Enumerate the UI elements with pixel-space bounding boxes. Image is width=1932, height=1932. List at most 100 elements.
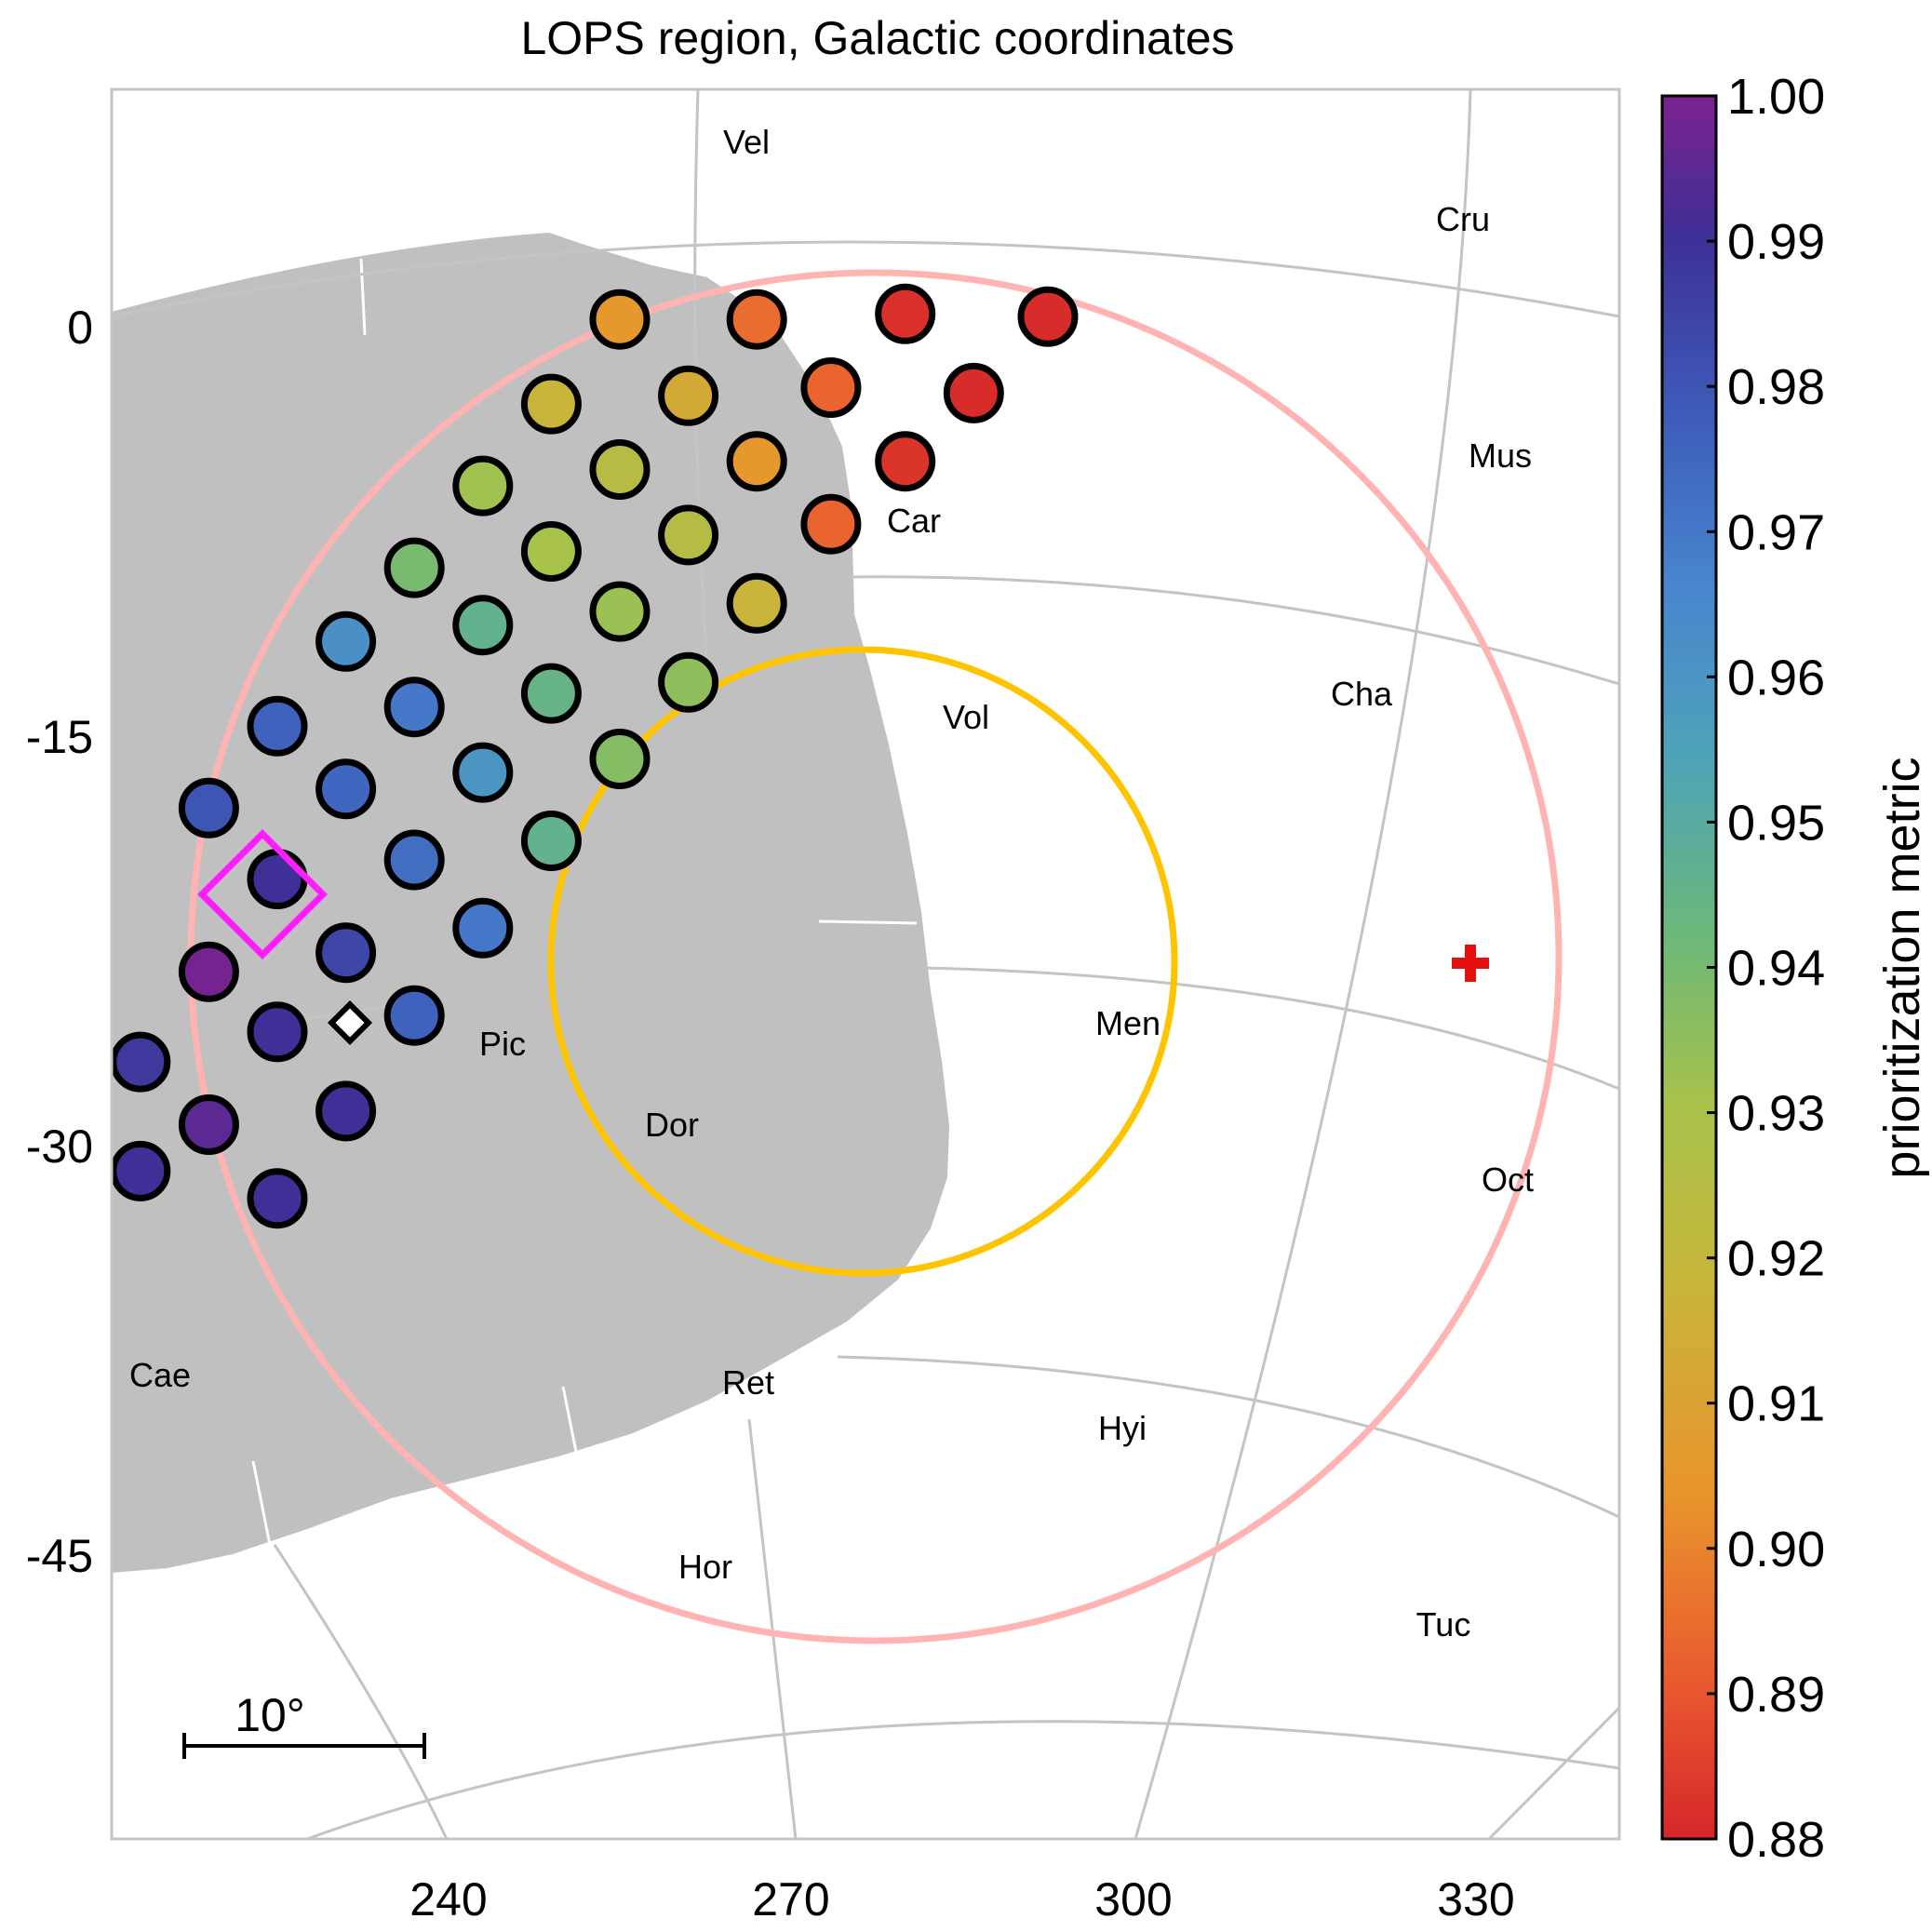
field-point-37 <box>112 1031 171 1093</box>
field-point-28 <box>178 777 239 839</box>
field-point-23 <box>520 663 582 724</box>
field-point-15 <box>658 504 719 566</box>
field-point-18 <box>452 595 514 656</box>
field-point-38 <box>178 1094 239 1155</box>
constellation-label-cha: Cha <box>1331 675 1393 713</box>
graticule-lat-60 <box>306 1720 1619 1839</box>
constellation-label-cae: Cae <box>129 1356 191 1394</box>
field-point-26 <box>452 742 514 803</box>
sliver-3 <box>561 1386 584 1481</box>
graticule-lon-270-lower <box>747 1418 798 1839</box>
colorbar-tick-label-1.00: 1.00 <box>1727 69 1825 125</box>
x-tick-label-300: 300 <box>1094 1873 1172 1925</box>
field-point-4 <box>1017 286 1079 347</box>
field-point-5 <box>520 373 582 435</box>
pole-cross-marker <box>1452 945 1489 982</box>
field-point-31 <box>247 849 308 909</box>
y-tick-label-minus30: -30 <box>26 1120 93 1173</box>
graticule-lat-0 <box>112 240 1619 318</box>
constellation-label-oct: Oct <box>1482 1161 1534 1199</box>
field-point-9 <box>452 455 514 517</box>
constellation-label-hyi: Hyi <box>1098 1409 1147 1447</box>
constellation-label-hor: Hor <box>678 1548 732 1586</box>
field-point-19 <box>589 581 651 642</box>
colorbar-tick-label-0.92: 0.92 <box>1727 1231 1825 1287</box>
colorbar-tick-label-0.89: 0.89 <box>1727 1667 1825 1723</box>
constellation-label-men: Men <box>1095 1004 1161 1042</box>
reference-diamond-marker <box>327 1000 373 1046</box>
constellation-label-cru: Cru <box>1436 200 1490 238</box>
colorbar-tick-label-0.97: 0.97 <box>1727 504 1825 560</box>
constellation-label-pic: Pic <box>479 1025 526 1063</box>
scale-bar-label: 10° <box>235 1689 305 1741</box>
field-point-22 <box>383 677 445 738</box>
field-point-13 <box>383 537 445 598</box>
graticule-lon-300 <box>1134 89 1472 1839</box>
field-point-2 <box>726 288 787 350</box>
x-tick-label-240: 240 <box>409 1873 487 1925</box>
field-point-33 <box>452 897 514 959</box>
colorbar: 1.00 0.99 0.98 0.97 0.96 0.95 0.94 0.93 0.92 0.91… <box>1660 69 1930 1868</box>
field-point-24 <box>658 651 719 713</box>
constellation-label-tuc: Tuc <box>1416 1605 1471 1644</box>
y-tick-label-0: 0 <box>67 302 93 354</box>
field-point-17 <box>315 610 377 672</box>
field-point-32 <box>315 922 377 984</box>
field-points <box>112 283 1079 1229</box>
inner-circle <box>547 646 1178 1277</box>
field-point-30 <box>520 811 582 871</box>
field-point-12 <box>875 431 936 492</box>
x-axis-ticks: 240 270 300 330 <box>409 1873 1514 1925</box>
constellation-label-car: Car <box>887 502 941 540</box>
field-point-39 <box>315 1080 377 1142</box>
colorbar-tick-label-0.91: 0.91 <box>1727 1376 1825 1432</box>
field-point-27 <box>589 729 651 789</box>
colorbar-ticks: 1.00 0.99 0.98 0.97 0.96 0.95 0.94 0.93 0.92 0.91… <box>1707 69 1825 1868</box>
field-point-36 <box>383 985 445 1046</box>
field-point-1 <box>589 288 651 350</box>
field-point-7 <box>800 357 862 418</box>
field-point-41 <box>247 1168 308 1229</box>
colorbar-tick-label-0.90: 0.90 <box>1727 1522 1825 1577</box>
constellation-label-vol: Vol <box>943 698 989 736</box>
x-tick-label-330: 330 <box>1437 1873 1514 1925</box>
colorbar-tick-label-0.93: 0.93 <box>1727 1086 1825 1142</box>
constellation-label-dor: Dor <box>645 1106 699 1144</box>
colorbar-tick-label-0.95: 0.95 <box>1727 795 1825 851</box>
field-point-35 <box>247 1001 308 1063</box>
field-point-29 <box>383 829 445 891</box>
field-point-11 <box>726 431 787 492</box>
field-point-34 <box>178 941 239 1002</box>
field-point-25 <box>315 758 377 820</box>
best-field-marker <box>196 828 329 960</box>
sliver-1 <box>359 258 367 336</box>
y-tick-label-minus45: -45 <box>26 1530 93 1582</box>
field-point-3 <box>875 283 936 344</box>
field-point-6 <box>658 365 719 426</box>
graticule-lat-30 <box>920 966 1619 1091</box>
field-point-10 <box>589 439 651 500</box>
sliver-4 <box>251 1460 272 1546</box>
constellation-label-vel: Vel <box>723 123 770 161</box>
colorbar-tick-label-0.94: 0.94 <box>1727 941 1825 997</box>
field-point-21 <box>247 695 308 757</box>
field-point-14 <box>520 521 582 582</box>
colorbar-tick-label-0.98: 0.98 <box>1727 359 1825 415</box>
field-point-8 <box>943 362 1004 423</box>
field-point-16 <box>800 493 862 555</box>
constellation-label-mus: Mus <box>1469 436 1532 475</box>
colorbar-label: prioritization metric <box>1874 757 1930 1178</box>
colorbar-tick-label-0.88: 0.88 <box>1727 1812 1825 1868</box>
graticule-lon-330 <box>1487 1706 1619 1839</box>
y-tick-label-minus15: -15 <box>26 711 93 763</box>
plot-frame <box>110 87 1621 1841</box>
colorbar-tick-label-0.96: 0.96 <box>1727 650 1825 705</box>
scale-bar: 10° <box>182 1689 426 1759</box>
constellation-labels: Vel Cru Mus Car Cha Vol Men Pic Dor Oct Cae Ret Hyi H… <box>129 123 1534 1644</box>
constellation-label-ret: Ret <box>722 1363 774 1402</box>
colorbar-tick-label-0.99: 0.99 <box>1727 214 1825 270</box>
sliver-2 <box>818 919 918 925</box>
field-point-20 <box>726 572 787 634</box>
